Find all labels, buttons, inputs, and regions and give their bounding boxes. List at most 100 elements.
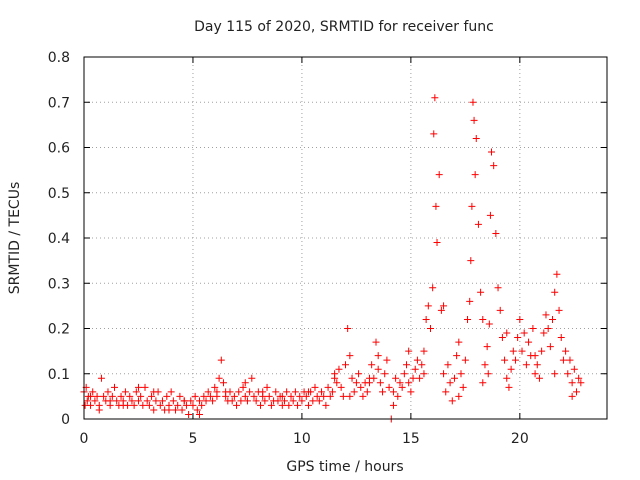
data-point	[485, 320, 493, 328]
data-point	[379, 388, 387, 396]
data-point	[467, 257, 475, 265]
data-point	[501, 356, 509, 364]
data-point	[516, 315, 524, 323]
y-tick-label: 0.6	[48, 141, 70, 157]
y-tick-label: 0.7	[48, 95, 70, 111]
data-point	[538, 347, 546, 355]
data-point	[150, 406, 158, 414]
x-axis-label: GPS time / hours	[286, 459, 403, 475]
data-point	[551, 288, 559, 296]
data-point	[211, 383, 219, 391]
data-point	[326, 392, 334, 400]
data-point	[466, 297, 474, 305]
data-point	[265, 392, 273, 400]
data-point	[252, 397, 260, 405]
data-point	[344, 325, 352, 332]
data-point	[93, 392, 101, 400]
data-point	[535, 374, 543, 382]
data-point	[469, 98, 477, 106]
data-point	[435, 171, 443, 179]
data-point	[525, 338, 533, 346]
data-point	[484, 370, 492, 378]
data-point	[128, 397, 136, 405]
data-point	[446, 379, 454, 387]
data-point	[464, 315, 472, 323]
data-point	[176, 392, 184, 400]
data-point	[145, 401, 153, 409]
y-tick-label: 0.1	[48, 367, 70, 383]
data-point	[191, 392, 199, 400]
data-point	[324, 383, 332, 391]
data-point	[418, 361, 426, 369]
data-point	[479, 379, 487, 387]
data-point	[91, 397, 99, 405]
data-point	[420, 370, 428, 378]
data-point	[575, 374, 583, 382]
data-point	[394, 392, 402, 400]
data-point	[117, 392, 125, 400]
data-point	[235, 388, 243, 396]
data-point	[431, 94, 439, 102]
data-point	[121, 388, 129, 396]
data-point	[342, 361, 349, 369]
data-point	[370, 374, 378, 382]
data-point	[348, 374, 356, 382]
data-point	[531, 352, 539, 360]
data-point	[572, 388, 580, 396]
data-point	[426, 325, 434, 332]
data-point	[152, 397, 160, 405]
data-point	[459, 383, 467, 391]
data-point	[83, 397, 91, 405]
data-point	[505, 383, 513, 391]
data-point	[100, 392, 108, 400]
data-point	[488, 148, 496, 156]
data-point	[304, 388, 312, 396]
data-point	[222, 388, 230, 396]
data-point	[337, 383, 345, 391]
data-point	[429, 284, 437, 292]
data-point	[553, 270, 561, 278]
data-point	[507, 365, 515, 373]
data-point	[309, 397, 317, 405]
data-point	[111, 383, 119, 391]
data-point	[174, 401, 182, 409]
data-point	[239, 383, 247, 391]
data-point	[311, 383, 319, 391]
data-point	[496, 306, 504, 314]
chart-title: Day 115 of 2020, SRMTID for receiver fun…	[194, 19, 494, 35]
data-point	[150, 388, 158, 396]
data-point	[372, 338, 380, 346]
y-tick-label: 0.8	[48, 50, 70, 66]
data-point	[461, 356, 469, 364]
data-point	[455, 338, 463, 346]
data-point	[346, 392, 354, 400]
data-point	[374, 352, 382, 360]
data-point	[272, 388, 280, 396]
data-point	[89, 388, 97, 396]
data-point	[113, 397, 121, 405]
x-tick-label: 10	[293, 431, 311, 447]
data-point	[448, 397, 456, 405]
y-axis-label: SRMTID / TECUs	[7, 182, 23, 295]
data-point	[381, 370, 389, 378]
y-tick-label: 0	[61, 412, 70, 428]
data-point	[568, 392, 576, 400]
data-point	[413, 356, 421, 364]
data-point	[104, 388, 112, 396]
data-point	[529, 325, 537, 332]
grid	[84, 57, 607, 419]
data-point	[440, 302, 448, 310]
data-point	[333, 379, 341, 387]
data-point	[335, 365, 343, 373]
data-point	[511, 356, 519, 364]
data-point	[514, 334, 522, 342]
data-point	[298, 397, 306, 405]
data-point	[322, 401, 330, 409]
data-point	[540, 329, 548, 337]
data-point	[503, 374, 511, 382]
data-point	[405, 347, 413, 355]
data-point	[437, 306, 445, 314]
data-point	[287, 392, 295, 400]
data-point	[503, 329, 511, 337]
data-point	[483, 343, 491, 351]
